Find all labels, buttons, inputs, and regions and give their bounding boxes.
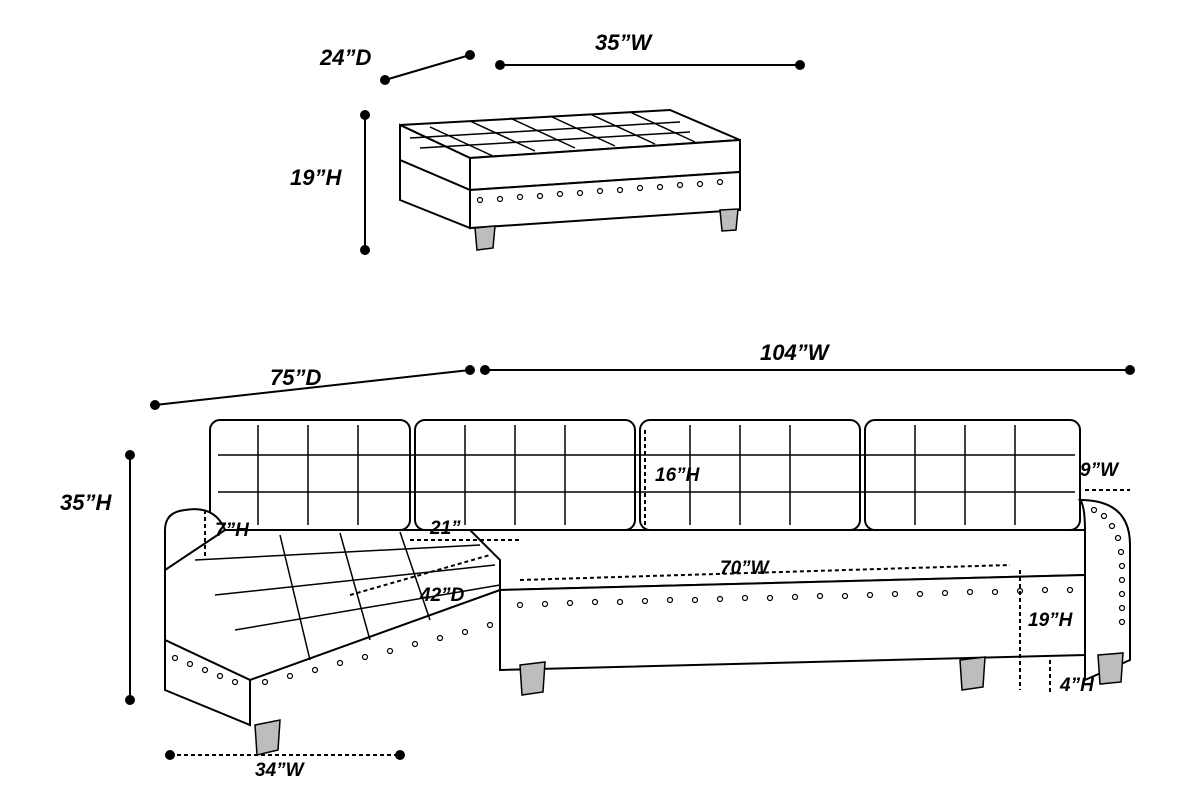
sectional-height-label: 35”H [60, 490, 111, 516]
sofa-seat-width-label: 70”W [720, 558, 769, 580]
drawing-svg [0, 0, 1200, 800]
sectional-drawing [125, 365, 1135, 760]
diagram-stage: { "type": "infographic", "title_implied"… [0, 0, 1200, 800]
sectional-width-label: 104”W [760, 340, 828, 366]
sectional-depth-label: 75”D [270, 365, 321, 391]
arm-width-label: 9”W [1080, 460, 1118, 482]
ottoman-width-label: 35”W [595, 30, 651, 56]
ottoman-depth-label: 24”D [320, 45, 371, 71]
armrest-height-label: 7”H [215, 520, 249, 542]
seat-height-label: 19”H [1028, 610, 1072, 632]
ottoman-drawing [360, 50, 805, 255]
seat-depth-label: 21” [430, 518, 461, 540]
ottoman-height-label: 19”H [290, 165, 341, 191]
chaise-depth-label: 42”D [420, 585, 464, 607]
leg-height-label: 4”H [1060, 675, 1094, 697]
back-cushion-height-label: 16”H [655, 465, 699, 487]
chaise-width-label: 34”W [255, 760, 304, 782]
